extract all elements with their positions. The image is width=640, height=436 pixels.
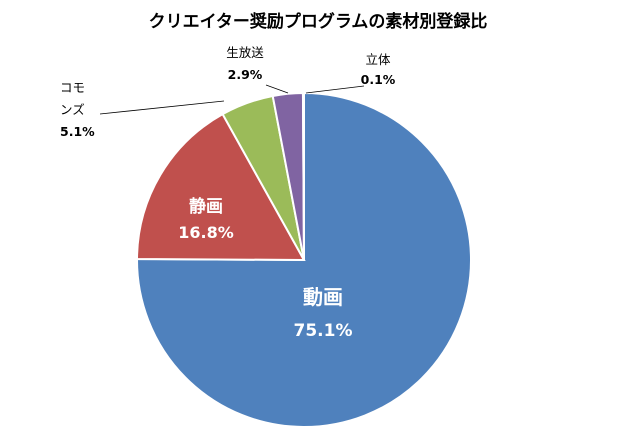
slice-2-name-label: ンズ	[60, 102, 85, 117]
slice-0-value-label: 75.1%	[294, 321, 353, 341]
slice-4-leader-line	[305, 85, 365, 94]
slice-1-value-label: 16.8%	[178, 223, 234, 242]
pie-slices	[135, 91, 472, 428]
slice-4-wedge	[301, 91, 305, 261]
slice-2-leader-line	[99, 100, 225, 115]
slice-4-value-label: 0.1%	[361, 72, 396, 87]
slice-2-value-label: 5.1%	[60, 124, 95, 139]
leader-lines	[99, 84, 365, 115]
slice-1-name-label: 静画	[189, 196, 223, 217]
slice-0-wedge	[135, 91, 472, 428]
slice-1-wedge	[135, 112, 306, 262]
slice-3-name-label: 生放送	[226, 45, 264, 60]
slice-2-name-label: コモ	[60, 80, 85, 95]
slice-4-name-label: 立体	[365, 52, 391, 67]
slice-0-name-label: 動画	[303, 285, 343, 309]
slice-3-value-label: 2.9%	[228, 67, 263, 82]
slice-3-leader-line	[265, 84, 289, 94]
chart-title: クリエイター奨励プログラムの素材別登録比	[149, 11, 488, 32]
